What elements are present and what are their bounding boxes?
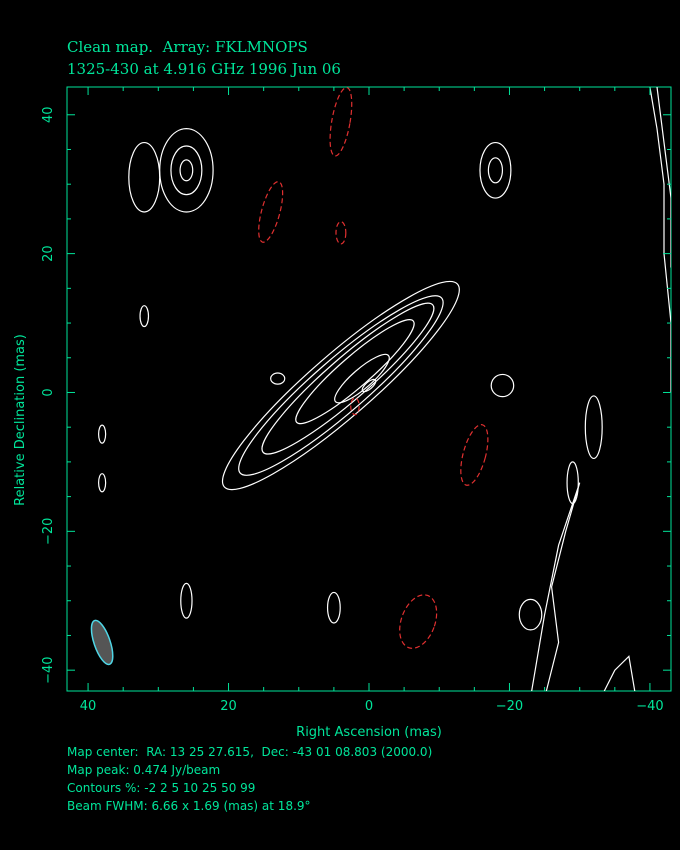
positive-contour — [490, 373, 515, 398]
negative-contour — [399, 594, 438, 649]
y-axis-label: Relative Declination (mas) — [13, 334, 28, 506]
axes-layer: 40 20 0 −20 −40 40 20 0 −20 −40 — [41, 87, 671, 714]
negative-contour — [335, 221, 347, 245]
positive-contour — [159, 128, 214, 213]
map-subtitle: 1325-430 at 4.916 GHz 1996 Jun 06 — [67, 60, 341, 78]
y-tick-label: 40 — [41, 106, 56, 123]
positive-contour — [180, 582, 193, 619]
positive-contour — [518, 598, 543, 631]
y-tick-label: 0 — [41, 388, 56, 396]
positive-contour-path — [531, 482, 581, 691]
y-tick-label: −20 — [41, 518, 56, 545]
positive-contour-path — [656, 87, 671, 268]
jet-contour — [221, 280, 460, 491]
jet-contour — [361, 378, 377, 393]
positive-contour — [326, 591, 341, 624]
x-tick-label: −40 — [636, 699, 663, 714]
positive-contour — [128, 141, 161, 213]
positive-contour — [487, 157, 504, 184]
jet-contour — [334, 353, 390, 404]
y-tick-label: −40 — [41, 656, 56, 683]
y-tick-label: 20 — [41, 245, 56, 262]
positive-contour — [170, 145, 203, 196]
x-tick-label: 20 — [220, 699, 237, 714]
map-center-text: Map center: RA: 13 25 27.615, Dec: -43 0… — [67, 745, 433, 759]
negative-contour — [350, 397, 360, 416]
x-tick-label: −20 — [496, 699, 523, 714]
x-tick-label: 0 — [365, 699, 373, 714]
positive-contour — [566, 461, 579, 505]
positive-contour — [479, 141, 512, 199]
jet-contour — [238, 295, 444, 476]
beam-ellipse — [90, 619, 114, 666]
positive-contour — [270, 372, 286, 385]
jet-contour — [261, 302, 435, 455]
map-peak-text: Map peak: 0.474 Jy/beam — [67, 763, 221, 777]
positive-contour — [98, 473, 107, 493]
jet-contour — [295, 319, 415, 425]
x-tick-label: 40 — [80, 699, 97, 714]
x-axis-label: Right Ascension (mas) — [296, 725, 442, 740]
positive-contour — [584, 395, 603, 460]
negative-contour — [258, 181, 284, 243]
map-title: Clean map. Array: FKLMNOPS — [67, 38, 308, 56]
negative-contour — [460, 424, 489, 486]
negative-contour — [329, 87, 353, 157]
contour-layer — [90, 87, 671, 691]
beam-fwhm-text: Beam FWHM: 6.66 x 1.69 (mas) at 18.9° — [67, 799, 311, 813]
positive-contour-path — [603, 655, 636, 691]
positive-contour-path — [649, 87, 671, 393]
positive-contour — [98, 424, 107, 444]
plot-frame — [66, 86, 672, 692]
positive-contour — [139, 305, 150, 328]
positive-contour — [179, 159, 194, 182]
contours-text: Contours %: -2 2 5 10 25 50 99 — [67, 781, 256, 795]
